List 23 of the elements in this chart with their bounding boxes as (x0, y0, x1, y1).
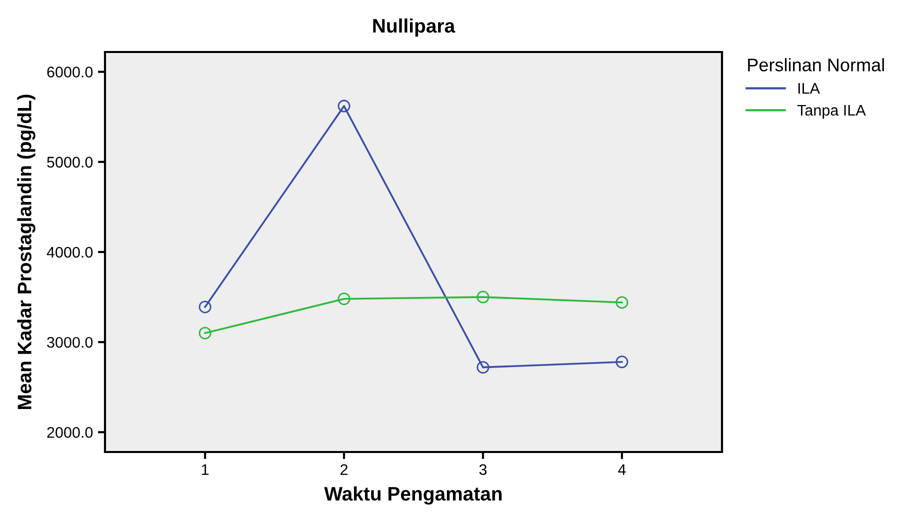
x-tick-label: 4 (618, 464, 626, 475)
point (338, 292, 350, 306)
point (616, 356, 628, 368)
y-tick-label: 6000.0 (47, 66, 93, 78)
x-tick-label: 1 (202, 464, 209, 475)
y-tick-label: 4000.0 (46, 246, 93, 258)
x-tick-label: 3 (479, 464, 487, 476)
y-axis-title: Mean Kadar Prostaglandin (pg/dL) (17, 94, 36, 409)
x-tick-label: 2 (340, 464, 348, 475)
point (616, 296, 628, 309)
point (476, 361, 490, 374)
x-axis-title: Waktu Pengamatan (324, 486, 502, 505)
legend-title: Perslinan Normal (748, 58, 884, 72)
point (338, 100, 350, 112)
point (198, 300, 212, 314)
y-tick-label: 2000.0 (47, 427, 93, 438)
legend-label: Tanpa ILA (797, 105, 866, 119)
point (198, 326, 212, 340)
point (476, 290, 490, 304)
y-tick-label: 5000.0 (47, 156, 93, 168)
chart-title: Nullipara (373, 18, 456, 37)
y-tick-label: 3000.0 (47, 336, 93, 348)
legend-label: ILA (798, 83, 820, 94)
